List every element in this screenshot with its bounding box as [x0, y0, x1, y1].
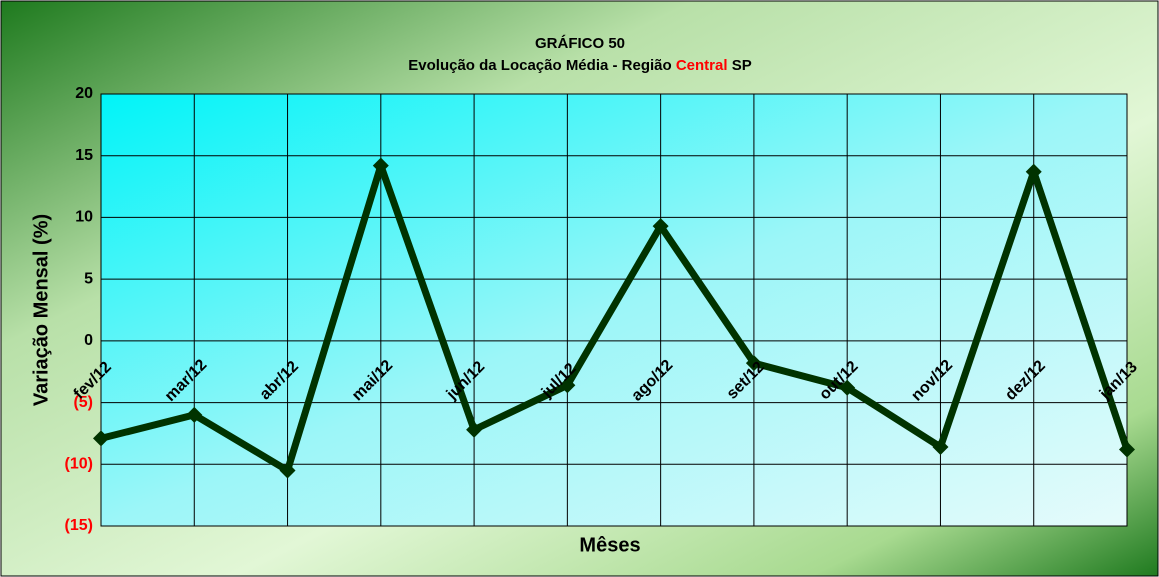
data-line: [100, 162, 1131, 474]
data-marker: [652, 218, 669, 235]
y-tick-label: (15): [65, 517, 93, 534]
y-tick-label: (10): [65, 456, 93, 473]
data-marker: [932, 439, 949, 456]
data-marker: [1025, 163, 1042, 180]
y-tick-label: 0: [84, 332, 93, 349]
y-tick-label: 20: [75, 85, 93, 102]
subtitle-part: Central: [676, 57, 728, 74]
data-marker: [186, 406, 203, 423]
chart-subtitle: Evolução da Locação Média - Região Centr…: [408, 57, 751, 74]
data-marker: [466, 421, 483, 438]
y-tick-label: 5: [84, 270, 93, 287]
data-marker: [372, 157, 389, 174]
y-axis-label: Variação Mensal (%): [30, 214, 52, 406]
data-marker: [93, 430, 109, 447]
subtitle-part: SP: [728, 57, 752, 74]
x-axis-label: Mêses: [579, 534, 640, 556]
data-marker: [1119, 441, 1135, 458]
y-tick-label: 15: [75, 147, 93, 164]
data-marker: [839, 379, 856, 396]
subtitle-part: Evolução da Locação Média - Região: [408, 57, 676, 74]
chart-title: GRÁFICO 50: [535, 35, 625, 52]
y-tick-label: 10: [75, 209, 93, 226]
data-marker: [745, 355, 762, 372]
data-marker: [279, 462, 296, 479]
data-marker: [559, 377, 576, 394]
y-tick-label: (5): [73, 394, 93, 411]
